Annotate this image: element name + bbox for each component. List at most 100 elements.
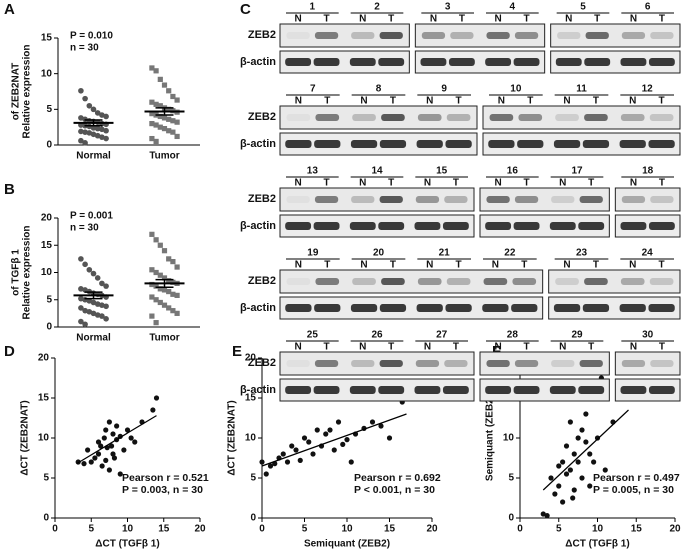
row-label: β-actin [240,138,276,150]
data-point [86,308,93,315]
band-zeb2 [415,360,440,367]
band-actin [582,140,610,148]
sample-number: 14 [371,166,383,177]
lane-label: N [494,14,501,25]
lane-label: N [498,96,505,107]
lane-label: T [390,96,396,107]
y-tick-label: 5 [43,473,49,484]
band-actin [549,386,576,394]
data-point [153,320,159,326]
data-point [174,133,180,140]
fit-line [261,413,407,467]
lane-label: T [659,96,665,107]
data-point [90,106,97,113]
band-zeb2 [557,32,581,39]
blot-zeb2 [414,23,546,48]
lane-label: N [359,178,366,189]
data-point [94,110,101,116]
band-actin [285,386,312,394]
band-zeb2 [514,360,539,367]
data-point [306,439,312,445]
sample-number: 13 [307,166,319,177]
data-point [161,82,168,88]
data-point [108,443,115,449]
sample-number: 20 [373,248,385,259]
data-point [149,111,155,117]
annotation: P = 0.001 [70,211,113,222]
sample-number: 2 [374,2,380,13]
data-point [99,463,105,469]
band-zeb2 [551,360,575,367]
band-actin [648,58,675,66]
lane-label: T [390,260,396,271]
annotation: Pearson r = 0.497 [593,472,680,484]
data-point [82,321,88,328]
lane-label: T [388,342,394,353]
data-point [149,294,155,300]
data-point [575,459,581,465]
sample-number: 28 [507,330,519,341]
data-point [157,242,163,248]
band-zeb2 [352,114,376,121]
data-point [110,451,116,457]
x-tick-label: 0 [259,524,265,535]
band-actin [314,304,341,312]
lane-label: T [588,342,594,353]
data-point [548,475,554,481]
data-point [103,427,109,433]
data-point [103,113,109,120]
data-point [259,459,265,465]
blot-zeb2 [279,269,544,294]
band-actin [513,222,540,230]
y-axis-title: ΔCT (ZEB2NAT) [20,400,31,475]
data-point [157,286,163,292]
data-point [170,93,176,100]
band-zeb2 [444,360,468,367]
blot-zeb2 [279,23,410,48]
data-point [103,127,109,134]
band-actin [445,304,472,312]
lane-label: T [593,260,599,271]
data-point [166,88,172,94]
data-point [161,125,168,132]
y-tick-label: 10 [245,433,257,444]
sample-number: 25 [307,330,319,341]
sample-number: 10 [510,84,522,95]
annotation: n = 30 [70,43,99,54]
data-point [157,113,163,120]
annotation: P = 0.003, n = 30 [122,484,203,496]
band-actin [350,304,378,312]
lane-label: T [456,96,462,107]
data-point [174,97,180,103]
band-actin [553,140,581,148]
x-axis-title: Semiquant (ZEB2) [304,539,390,550]
band-actin [578,386,605,394]
data-point [170,129,176,135]
blot-zeb2 [548,269,681,294]
blot-actin [482,132,681,156]
data-point [149,99,155,105]
data-point [386,435,393,441]
band-actin [285,140,312,148]
band-actin [448,58,475,66]
lane-label: T [594,14,600,25]
sample-number: 9 [441,84,447,95]
sample-number: 12 [642,84,654,95]
y-tick-label: 10 [41,68,53,79]
y-tick-label: 20 [41,213,53,224]
row-label: β-actin [240,56,276,68]
lane-label: N [360,260,367,271]
data-point [297,457,303,463]
band-zeb2 [351,196,375,203]
lane-label: T [324,96,330,107]
data-point [348,459,354,465]
band-actin [313,222,340,230]
sample-number: 19 [307,248,319,259]
y-tick-label: 10 [38,433,50,444]
lane-label: T [456,260,462,271]
lane-label: N [294,14,301,25]
data-point [82,140,88,146]
band-actin [482,304,509,312]
data-point [103,283,109,289]
data-point [267,463,274,469]
